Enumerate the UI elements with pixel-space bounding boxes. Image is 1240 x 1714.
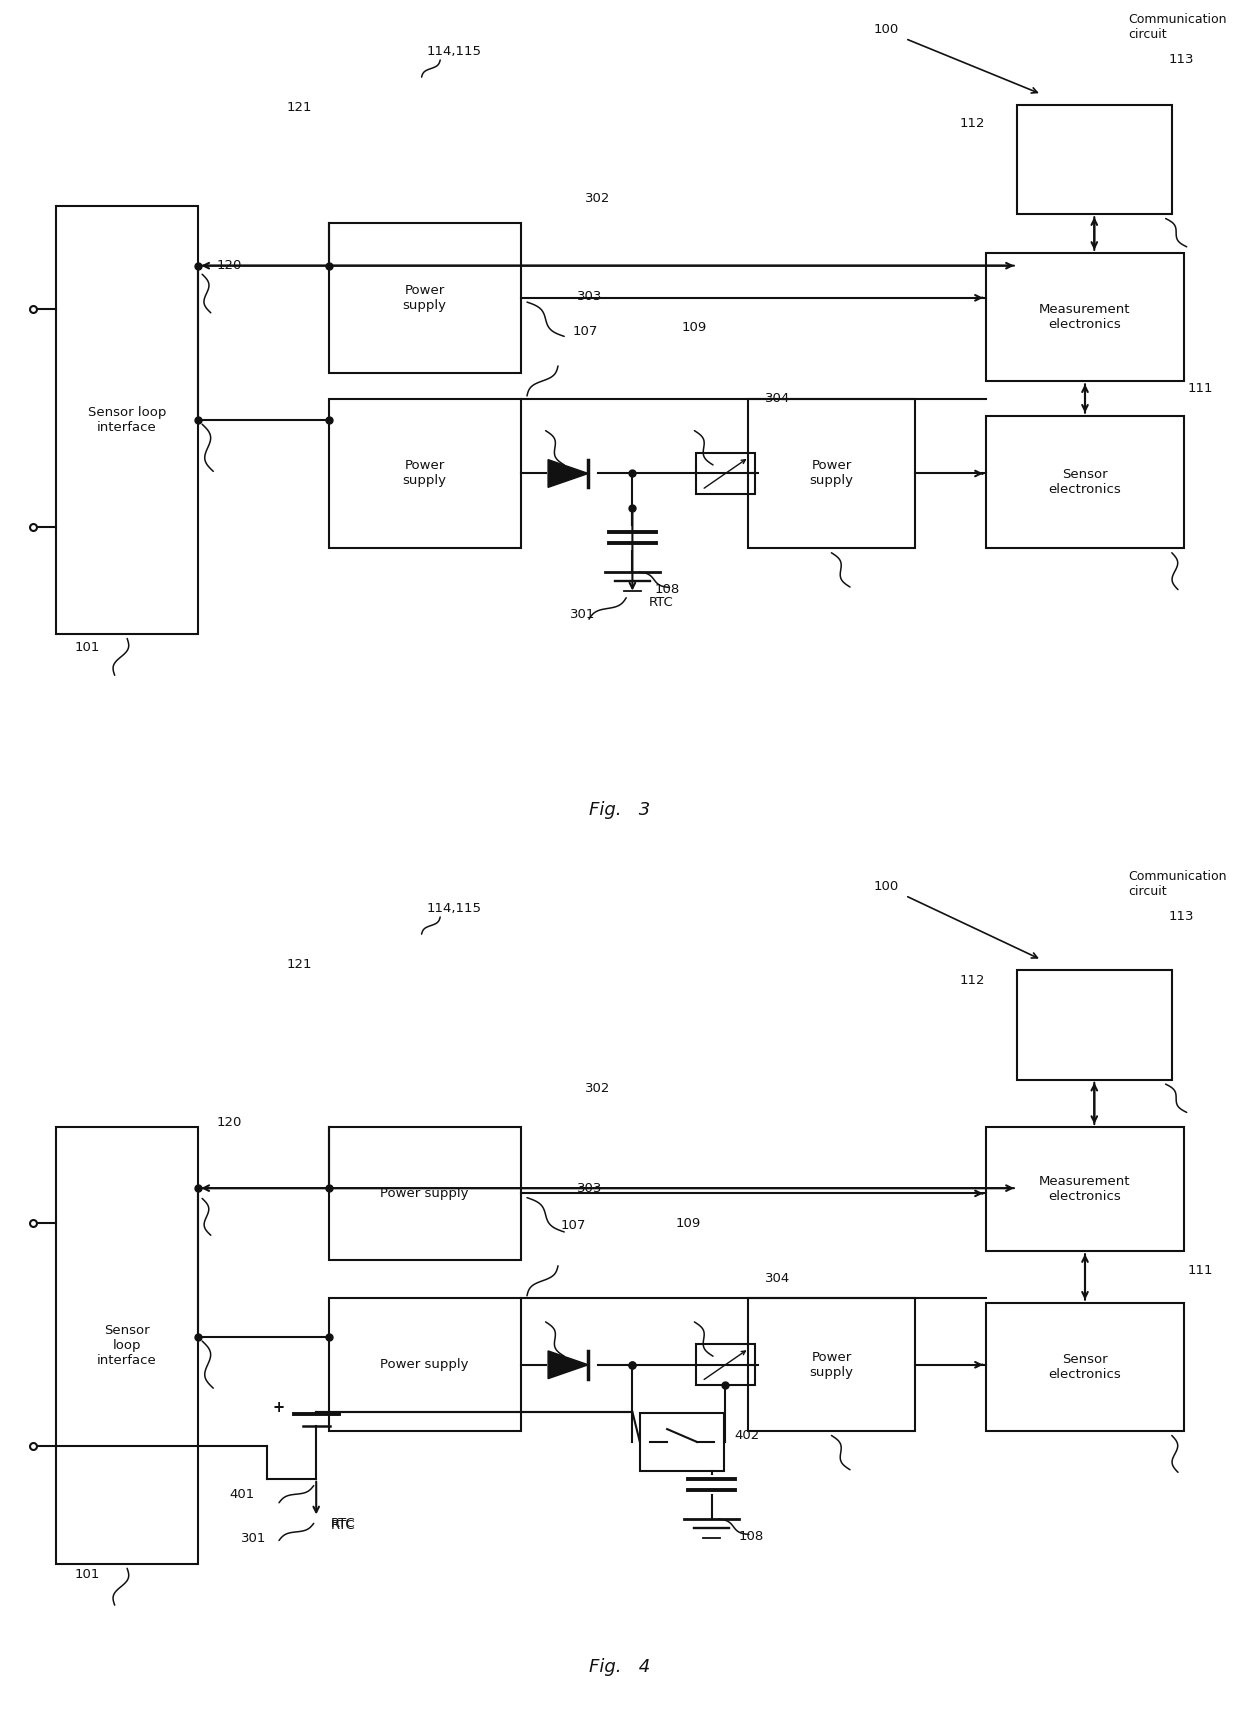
Text: Communication
circuit: Communication circuit (1128, 14, 1226, 41)
Bar (640, 1412, 724, 1471)
Text: 101: 101 (74, 641, 99, 655)
Text: 100: 100 (874, 881, 899, 893)
Bar (748, 1299, 915, 1431)
Bar (56, 1128, 198, 1563)
Text: 112: 112 (960, 974, 985, 987)
Bar (696, 1344, 755, 1385)
Text: 301: 301 (570, 608, 595, 622)
Text: 107: 107 (560, 1219, 585, 1232)
Text: 120: 120 (217, 1116, 242, 1130)
Text: 109: 109 (676, 1217, 701, 1231)
Text: Sensor
electronics: Sensor electronics (1049, 468, 1121, 495)
Text: 113: 113 (1168, 910, 1194, 924)
Text: 304: 304 (765, 393, 790, 405)
Text: Power
supply: Power supply (810, 459, 853, 487)
Text: 304: 304 (765, 1272, 790, 1286)
Bar (1017, 105, 1172, 214)
Bar (329, 399, 521, 548)
Bar (329, 1299, 521, 1431)
Polygon shape (548, 459, 588, 487)
Text: 108: 108 (739, 1529, 764, 1543)
Bar (748, 399, 915, 548)
Text: 114,115: 114,115 (427, 45, 481, 58)
Bar (986, 1128, 1184, 1251)
Text: 303: 303 (577, 1183, 601, 1195)
Text: 402: 402 (734, 1428, 759, 1441)
Text: Sensor loop
interface: Sensor loop interface (88, 406, 166, 434)
Text: 113: 113 (1168, 53, 1194, 67)
Text: Fig.   4: Fig. 4 (589, 1657, 651, 1676)
Polygon shape (548, 1351, 588, 1378)
Text: 111: 111 (1188, 1265, 1214, 1277)
Text: RTC: RTC (331, 1517, 356, 1531)
Text: Power supply: Power supply (381, 1357, 469, 1371)
Text: Measurement
electronics: Measurement electronics (1039, 1176, 1131, 1203)
Bar (329, 1128, 521, 1260)
Text: Power
supply: Power supply (810, 1351, 853, 1378)
Text: Power supply: Power supply (381, 1186, 469, 1200)
Text: 302: 302 (585, 1082, 610, 1095)
Bar (986, 417, 1184, 548)
Text: 401: 401 (229, 1488, 254, 1501)
Text: 302: 302 (585, 192, 610, 206)
Text: 301: 301 (242, 1532, 267, 1546)
Text: Measurement
electronics: Measurement electronics (1039, 303, 1131, 331)
Bar (986, 1303, 1184, 1431)
Bar (329, 223, 521, 374)
Text: RTC: RTC (331, 1519, 356, 1532)
Text: 111: 111 (1188, 382, 1214, 394)
Text: Fig.   3: Fig. 3 (589, 800, 651, 819)
Bar (986, 254, 1184, 382)
Text: Sensor
electronics: Sensor electronics (1049, 1352, 1121, 1381)
Bar (56, 206, 198, 634)
Text: 107: 107 (573, 326, 598, 338)
Text: Power
supply: Power supply (403, 459, 446, 487)
Text: 112: 112 (960, 117, 985, 130)
Text: Communication
circuit: Communication circuit (1128, 871, 1226, 898)
Text: 121: 121 (286, 101, 311, 113)
Text: 109: 109 (682, 321, 707, 334)
Text: 114,115: 114,115 (427, 902, 481, 915)
Text: 100: 100 (874, 24, 899, 36)
Text: +: + (273, 1400, 285, 1416)
Bar (696, 452, 755, 494)
Text: Power
supply: Power supply (403, 285, 446, 312)
Text: 303: 303 (577, 290, 601, 303)
Text: RTC: RTC (649, 595, 673, 608)
Text: 120: 120 (217, 259, 242, 273)
Bar (1017, 970, 1172, 1080)
Text: 108: 108 (655, 583, 680, 596)
Text: Sensor
loop
interface: Sensor loop interface (97, 1323, 157, 1368)
Text: 101: 101 (74, 1568, 99, 1580)
Text: 121: 121 (286, 958, 311, 970)
